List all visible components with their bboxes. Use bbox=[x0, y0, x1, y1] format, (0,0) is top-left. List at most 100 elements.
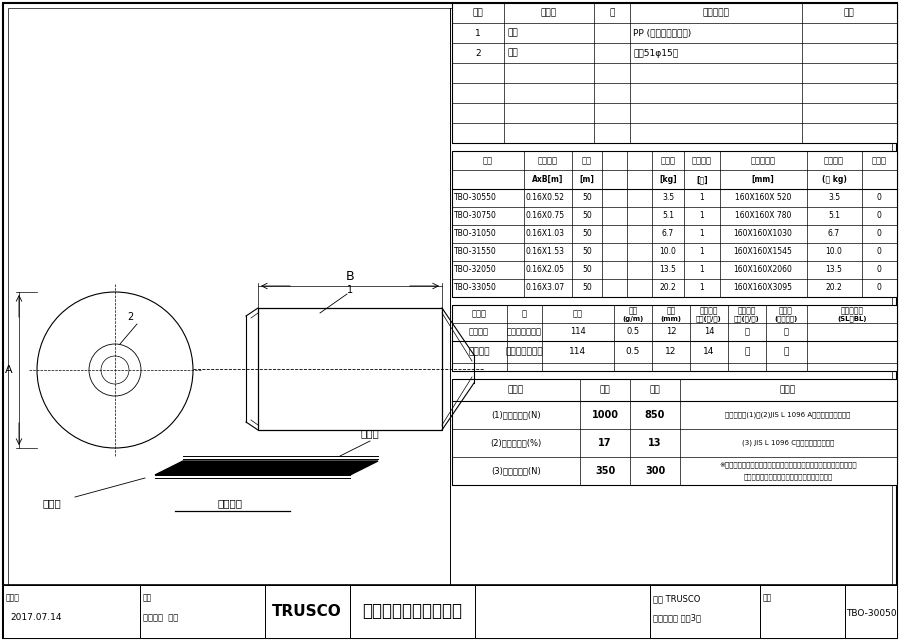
Bar bbox=[845, 585, 897, 638]
Bar bbox=[452, 151, 897, 297]
Text: 1: 1 bbox=[475, 28, 481, 38]
Text: 梱包サイズ: 梱包サイズ bbox=[751, 156, 776, 165]
Text: たて: たて bbox=[599, 385, 610, 394]
Text: (3)引裂強度　(N): (3)引裂強度 (N) bbox=[491, 467, 541, 476]
Text: 備　考: 備 考 bbox=[780, 385, 796, 394]
Text: 0.16X0.75: 0.16X0.75 bbox=[526, 212, 565, 221]
Text: 50: 50 bbox=[582, 265, 592, 274]
Text: 梱包数量: 梱包数量 bbox=[692, 156, 712, 165]
Text: 1: 1 bbox=[699, 265, 705, 274]
Text: 紙（51φ15）: 紙（51φ15） bbox=[633, 49, 678, 58]
Text: (約 kg): (約 kg) bbox=[822, 175, 846, 184]
Text: TBO-30750: TBO-30750 bbox=[454, 212, 497, 221]
Text: (3) JIS L 1096 C法（グラビイド法）: (3) JIS L 1096 C法（グラビイド法） bbox=[742, 440, 834, 446]
Text: 160X160X2060: 160X160X2060 bbox=[734, 265, 792, 274]
Text: グリーン: グリーン bbox=[469, 328, 489, 337]
Text: 本材料使用上の目安としてお取り扱い下さい。: 本材料使用上の目安としてお取り扱い下さい。 bbox=[743, 474, 832, 481]
Text: 継ぎ目: 継ぎ目 bbox=[871, 156, 886, 165]
Text: PP (ポリプロピレン): PP (ポリプロピレン) bbox=[633, 28, 691, 38]
Text: TBO-33050: TBO-33050 bbox=[454, 283, 497, 292]
Text: 160X160X 780: 160X160X 780 bbox=[734, 212, 791, 221]
Text: 材質: 材質 bbox=[573, 310, 583, 319]
Text: A: A bbox=[5, 365, 13, 375]
Text: 1: 1 bbox=[699, 194, 705, 203]
Text: 0: 0 bbox=[877, 283, 881, 292]
Text: 0: 0 bbox=[877, 265, 881, 274]
Text: 厚さ: 厚さ bbox=[666, 307, 676, 316]
Text: 160X160X1030: 160X160X1030 bbox=[734, 229, 792, 238]
Text: (2)伸度　　　(%): (2)伸度 (%) bbox=[491, 438, 542, 447]
Text: ポリプロピレン: ポリプロピレン bbox=[507, 328, 542, 337]
Text: 0: 0 bbox=[877, 247, 881, 256]
Text: 0: 0 bbox=[877, 212, 881, 221]
Text: [m]: [m] bbox=[580, 175, 594, 184]
Text: 品質管理  有岡: 品質管理 有岡 bbox=[143, 613, 178, 622]
Text: 材質／寸法: 材質／寸法 bbox=[703, 8, 729, 17]
Text: 部品名: 部品名 bbox=[541, 8, 557, 17]
Text: TBO-30050: TBO-30050 bbox=[846, 608, 896, 617]
Text: 0.5: 0.5 bbox=[626, 347, 640, 356]
Text: 160X160X1545: 160X160X1545 bbox=[734, 247, 792, 256]
Text: 3.5: 3.5 bbox=[662, 194, 674, 203]
Text: 本体: 本体 bbox=[507, 28, 517, 38]
Text: 0.16X1.53: 0.16X1.53 bbox=[526, 247, 565, 256]
Text: 色: 色 bbox=[521, 310, 526, 319]
Bar bbox=[452, 3, 897, 143]
Text: 12: 12 bbox=[665, 347, 677, 356]
Text: [kg]: [kg] bbox=[659, 175, 677, 184]
Text: 検図: 検図 bbox=[143, 593, 152, 602]
Text: よこ(本/㎡): よこ(本/㎡) bbox=[734, 316, 760, 322]
Text: TRUSCO: TRUSCO bbox=[272, 603, 342, 619]
Text: 14: 14 bbox=[704, 328, 715, 337]
Text: 14: 14 bbox=[703, 347, 715, 356]
Text: [本]: [本] bbox=[697, 175, 707, 184]
Text: 160X160X 520: 160X160X 520 bbox=[734, 194, 791, 203]
Text: 梱包重量: 梱包重量 bbox=[824, 156, 844, 165]
Text: 寸法規格: 寸法規格 bbox=[538, 156, 558, 165]
Text: －: － bbox=[784, 328, 788, 337]
Text: TBO-32050: TBO-32050 bbox=[454, 265, 497, 274]
Text: 850: 850 bbox=[644, 410, 665, 420]
Text: 打込本数: 打込本数 bbox=[700, 307, 718, 316]
Text: グリーン: グリーン bbox=[468, 347, 490, 356]
Text: AxB[m]: AxB[m] bbox=[532, 175, 563, 184]
Text: 2: 2 bbox=[475, 49, 481, 58]
Text: (1)引張強度　(N): (1)引張強度 (N) bbox=[491, 410, 541, 419]
Text: 0.16X0.52: 0.16X0.52 bbox=[526, 194, 565, 203]
Text: B: B bbox=[346, 269, 355, 283]
Text: －: － bbox=[744, 328, 750, 337]
Text: 1: 1 bbox=[699, 212, 705, 221]
Text: 160X160X3095: 160X160X3095 bbox=[734, 283, 793, 292]
Text: 0.16X3.07: 0.16X3.07 bbox=[526, 283, 565, 292]
Text: 114: 114 bbox=[570, 347, 587, 356]
Text: たて(本/㎡): たて(本/㎡) bbox=[696, 316, 722, 322]
Bar bbox=[452, 305, 897, 371]
Text: 質量: 質量 bbox=[628, 307, 637, 316]
Bar bbox=[140, 585, 265, 638]
Text: 片面・両面: 片面・両面 bbox=[841, 307, 864, 316]
Text: 備考: 備考 bbox=[843, 8, 854, 17]
Text: 114: 114 bbox=[570, 328, 586, 337]
Text: 5.1: 5.1 bbox=[662, 212, 674, 221]
Bar bbox=[475, 585, 650, 638]
Text: 紙管: 紙管 bbox=[507, 49, 517, 58]
Text: 3.5: 3.5 bbox=[828, 194, 840, 203]
Text: －: － bbox=[744, 347, 750, 356]
Text: 0.16X1.03: 0.16X1.03 bbox=[526, 229, 565, 238]
Text: ラミ厚: ラミ厚 bbox=[42, 498, 61, 508]
Text: 350: 350 bbox=[595, 466, 615, 476]
Text: ※左記に示した数値は当社での測定値であり、保証値ではありません。: ※左記に示した数値は当社での測定値であり、保証値ではありません。 bbox=[719, 462, 857, 468]
Bar bbox=[650, 585, 760, 638]
Text: 本体断面: 本体断面 bbox=[218, 498, 242, 508]
Text: (SL・BL): (SL・BL) bbox=[837, 316, 867, 322]
Text: 0.16X2.05: 0.16X2.05 bbox=[526, 265, 565, 274]
Text: 0: 0 bbox=[877, 229, 881, 238]
Polygon shape bbox=[155, 461, 378, 475]
Text: クロス: クロス bbox=[361, 428, 380, 438]
Bar bbox=[258, 308, 442, 430]
Text: 50: 50 bbox=[582, 229, 592, 238]
Text: 2: 2 bbox=[127, 312, 133, 322]
Text: (mm): (mm) bbox=[661, 316, 681, 322]
Text: 17: 17 bbox=[598, 438, 612, 448]
Text: 1: 1 bbox=[699, 283, 705, 292]
